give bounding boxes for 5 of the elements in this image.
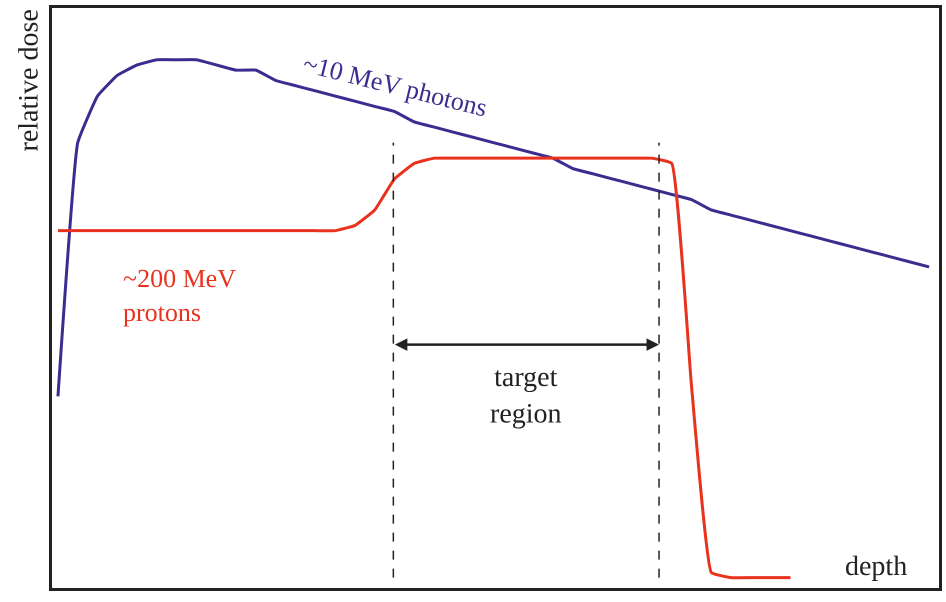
annotation: target region [490,362,562,430]
x-axis-title: depth [845,551,908,582]
y-axis-title: relative dose [14,9,44,152]
series-label: ~200 MeV protons [123,264,236,327]
text: ~10 MeV photons [300,48,490,123]
